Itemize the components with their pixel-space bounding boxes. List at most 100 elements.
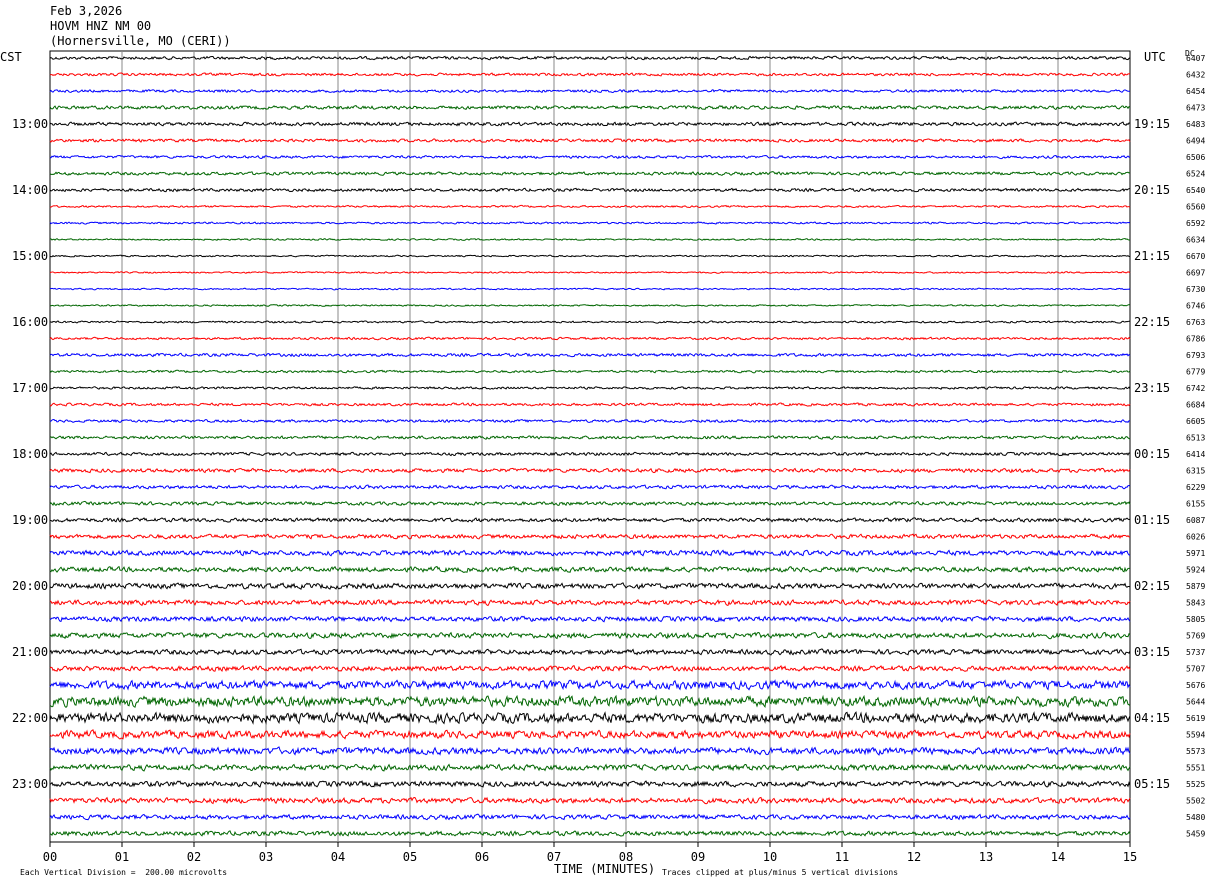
dc-offset-label: 6454 bbox=[1186, 87, 1205, 96]
seismic-trace bbox=[49, 369, 1131, 374]
seismic-trace bbox=[49, 615, 1131, 623]
utc-hour-label: 05:15 bbox=[1134, 777, 1170, 791]
seismic-trace bbox=[49, 664, 1131, 673]
dc-offset-label: 6026 bbox=[1186, 533, 1205, 542]
dc-offset-label: 6793 bbox=[1186, 351, 1205, 360]
cst-hour-label: 15:00 bbox=[12, 249, 48, 263]
dc-offset-label: 5480 bbox=[1186, 813, 1205, 822]
seismic-trace bbox=[49, 780, 1131, 788]
x-tick-label: 10 bbox=[763, 850, 777, 864]
dc-offset-label: 6540 bbox=[1186, 186, 1205, 195]
dc-column-label: DC bbox=[1185, 49, 1195, 58]
x-tick-label: 01 bbox=[115, 850, 129, 864]
dc-offset-label: 6742 bbox=[1186, 384, 1205, 393]
seismic-trace bbox=[49, 484, 1131, 490]
dc-offset-label: 5879 bbox=[1186, 582, 1205, 591]
seismic-trace bbox=[49, 565, 1131, 574]
dc-offset-label: 6432 bbox=[1186, 71, 1205, 80]
seismic-trace bbox=[49, 451, 1131, 457]
dc-offset-label: 5676 bbox=[1186, 681, 1205, 690]
seismic-trace bbox=[49, 72, 1131, 77]
cst-hour-label: 21:00 bbox=[12, 645, 48, 659]
dc-offset-label: 5525 bbox=[1186, 780, 1205, 789]
seismic-trace bbox=[49, 830, 1131, 837]
clip-note: Traces clipped at plus/minus 5 vertical … bbox=[662, 868, 899, 877]
plot-frame bbox=[49, 50, 1131, 843]
seismic-trace bbox=[49, 287, 1131, 291]
dc-offset-label: 5502 bbox=[1186, 797, 1205, 806]
dc-offset-label: 6670 bbox=[1186, 252, 1205, 261]
seismic-trace bbox=[49, 517, 1131, 523]
seismic-trace bbox=[49, 271, 1131, 274]
seismic-trace bbox=[50, 238, 1131, 241]
dc-offset-label: 5459 bbox=[1186, 830, 1205, 839]
x-tick-label: 11 bbox=[835, 850, 849, 864]
dc-offset-label: 6605 bbox=[1186, 417, 1205, 426]
dc-offset-label: 6155 bbox=[1186, 500, 1205, 509]
seismic-trace bbox=[49, 598, 1131, 607]
utc-hour-label: 22:15 bbox=[1134, 315, 1170, 329]
cst-hour-label: 13:00 bbox=[12, 117, 48, 131]
dc-offset-label: 6779 bbox=[1186, 368, 1205, 377]
seismic-trace bbox=[49, 105, 1131, 111]
seismic-trace bbox=[49, 648, 1131, 656]
x-tick-label: 02 bbox=[187, 850, 201, 864]
x-tick-label: 15 bbox=[1123, 850, 1137, 864]
dc-offset-label: 5737 bbox=[1186, 648, 1205, 657]
utc-hour-label: 01:15 bbox=[1134, 513, 1170, 527]
utc-hour-label: 23:15 bbox=[1134, 381, 1170, 395]
dc-offset-label: 6494 bbox=[1186, 137, 1205, 146]
dc-offset-label: 6087 bbox=[1186, 516, 1205, 525]
seismic-trace bbox=[49, 352, 1131, 358]
scale-note: Each Vertical Division = 200.00 microvol… bbox=[20, 868, 228, 877]
dc-offset-label: 6414 bbox=[1186, 450, 1205, 459]
dc-offset-label: 6483 bbox=[1186, 120, 1205, 129]
seismic-trace bbox=[49, 138, 1131, 143]
dc-offset-label: 6506 bbox=[1186, 153, 1205, 162]
cst-hour-label: 19:00 bbox=[12, 513, 48, 527]
utc-axis-label: UTC bbox=[1144, 50, 1166, 64]
dc-offset-label: 6730 bbox=[1186, 285, 1205, 294]
utc-hour-label: 00:15 bbox=[1134, 447, 1170, 461]
seismic-trace bbox=[49, 402, 1131, 407]
seismic-trace bbox=[49, 533, 1131, 540]
dc-offset-label: 5619 bbox=[1186, 714, 1205, 723]
utc-hour-label: 19:15 bbox=[1134, 117, 1170, 131]
seismic-trace bbox=[49, 154, 1131, 160]
seismic-trace bbox=[49, 221, 1131, 225]
seismic-trace bbox=[49, 582, 1131, 590]
cst-hour-label: 20:00 bbox=[12, 579, 48, 593]
seismic-trace bbox=[49, 320, 1131, 324]
seismic-trace bbox=[49, 746, 1131, 756]
cst-hour-label: 17:00 bbox=[12, 381, 48, 395]
utc-hour-label: 21:15 bbox=[1134, 249, 1170, 263]
cst-axis-label: CST bbox=[0, 50, 22, 64]
utc-hour-label: 04:15 bbox=[1134, 711, 1170, 725]
dc-offset-label: 6697 bbox=[1186, 269, 1205, 278]
x-tick-label: 04 bbox=[331, 850, 345, 864]
dc-offset-label: 5769 bbox=[1186, 632, 1205, 641]
seismic-trace bbox=[49, 187, 1131, 193]
seismic-trace bbox=[49, 711, 1131, 725]
cst-hour-label: 14:00 bbox=[12, 183, 48, 197]
dc-offset-label: 6763 bbox=[1186, 318, 1205, 327]
seismic-trace bbox=[49, 88, 1131, 94]
seismic-trace bbox=[49, 336, 1131, 341]
utc-hour-label: 02:15 bbox=[1134, 579, 1170, 593]
dc-offset-label: 5573 bbox=[1186, 747, 1205, 756]
seismic-trace bbox=[49, 549, 1131, 557]
dc-offset-label: 6746 bbox=[1186, 302, 1205, 311]
cst-hour-label: 16:00 bbox=[12, 315, 48, 329]
x-axis-label: TIME (MINUTES) bbox=[554, 862, 656, 876]
seismic-trace bbox=[49, 435, 1131, 440]
x-tick-label: 07 bbox=[547, 850, 561, 864]
dc-offset-label: 6634 bbox=[1186, 236, 1205, 245]
dc-offset-label: 6786 bbox=[1186, 335, 1205, 344]
seismic-trace bbox=[49, 121, 1131, 127]
seismic-trace bbox=[49, 254, 1131, 258]
dc-offset-label: 5644 bbox=[1186, 698, 1205, 707]
cst-hour-label: 23:00 bbox=[12, 777, 48, 791]
dc-offset-label: 6592 bbox=[1186, 219, 1205, 228]
header-station: HOVM HNZ NM 00 bbox=[50, 19, 152, 33]
